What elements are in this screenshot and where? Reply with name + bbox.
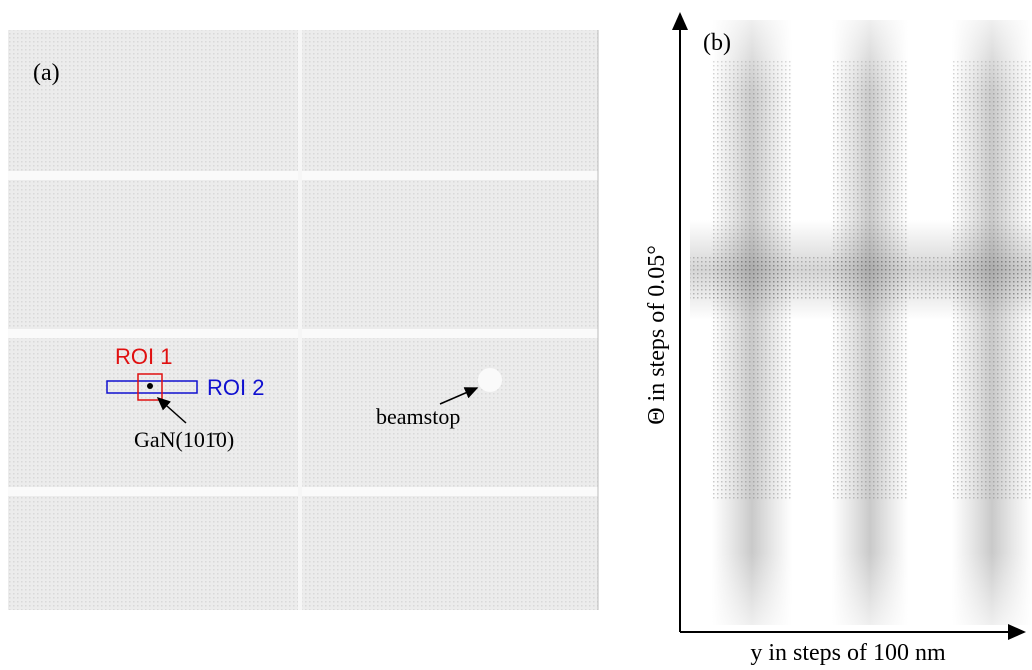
module-gap: [298, 30, 302, 610]
scan-image: [690, 20, 1032, 625]
roi-1-box: [137, 373, 163, 401]
y-axis-label: Θ in steps of 0.05°: [644, 245, 670, 425]
detector-noise: [8, 30, 598, 610]
module-gap: [8, 171, 598, 180]
bragg-peak: [147, 383, 153, 389]
module-gap: [8, 329, 598, 338]
peak-label: GaN(101̄0): [134, 427, 234, 452]
x-axis-label: y in steps of 100 nm: [750, 640, 946, 666]
peak-arrow: [156, 397, 187, 424]
panel-b: (b) Θ in steps of 0.05° y in steps of 10…: [644, 12, 1032, 666]
module-gap: [8, 487, 598, 496]
beamstop-arrow: [439, 387, 479, 405]
roi-2-box: [106, 380, 198, 394]
fade: [690, 20, 1032, 625]
panel-label: (b): [703, 30, 731, 56]
roi-1-label: ROI 1: [115, 344, 172, 369]
panel-a: (a) ROI 1 ROI 2 GaN(101̄0) beamstop: [8, 30, 599, 610]
beamstop-label: beamstop: [376, 404, 460, 429]
panel-label: (a): [33, 60, 60, 86]
roi-2-label: ROI 2: [207, 375, 264, 400]
beamstop-shadow: [478, 368, 502, 392]
